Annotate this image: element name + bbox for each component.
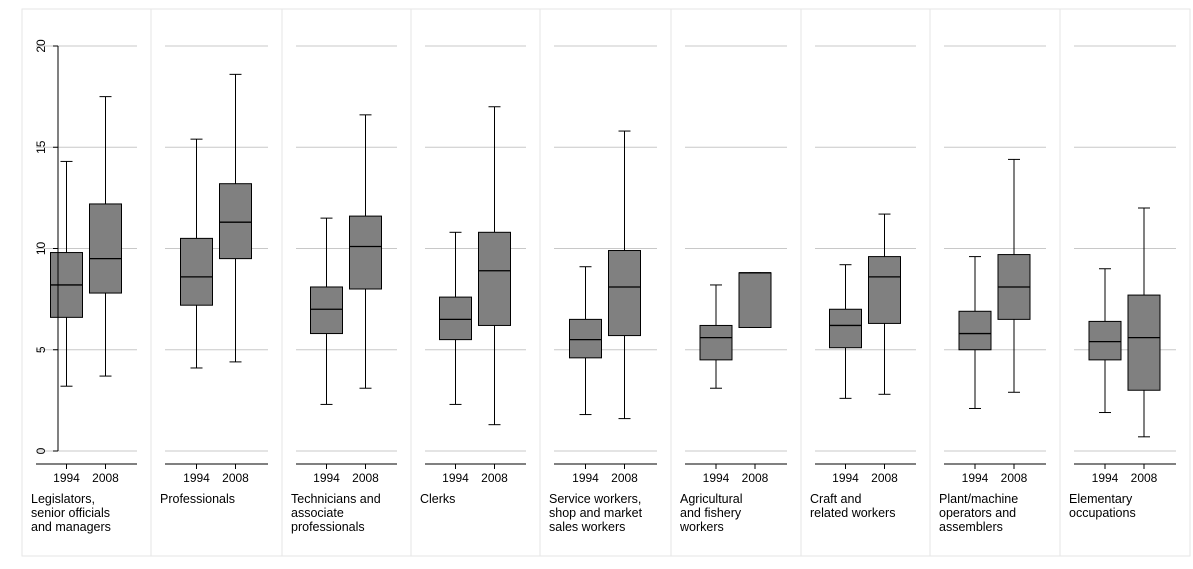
x-tick-label: 2008 xyxy=(481,471,508,485)
panel-6: 1994 2008 Agricultural and fishery workers xyxy=(670,8,802,557)
x-tick-label: 2008 xyxy=(742,471,769,485)
panel-1: 1994 2008 Legislators, senior officials and … xyxy=(21,8,152,557)
panel-label: Service workers, shop and market sales wor… xyxy=(549,492,643,534)
box-2008 xyxy=(738,272,772,328)
iqr-box xyxy=(89,203,122,294)
panel-label: Agricultural and fishery workers xyxy=(679,492,743,534)
x-tick-label: 2008 xyxy=(352,471,379,485)
panel-4: 1994 2008 Clerks xyxy=(410,8,541,557)
panel-7: 1994 2008 Craft and related workers xyxy=(800,8,931,557)
box-1994 xyxy=(1088,268,1122,414)
panel-frame xyxy=(670,8,802,557)
iqr-box xyxy=(958,310,992,351)
panel-label: Craft and related workers xyxy=(810,492,895,520)
box-1994 xyxy=(569,266,602,416)
box-1994 xyxy=(50,160,83,387)
panel-frame xyxy=(539,8,672,557)
x-tick-label: 2008 xyxy=(1131,471,1158,485)
iqr-box xyxy=(439,296,472,341)
y-tick-label: 5 xyxy=(34,346,48,353)
x-tick-label: 1994 xyxy=(832,471,859,485)
iqr-box xyxy=(219,183,252,260)
y-axis: 0 5 10 15 20 xyxy=(34,39,59,454)
x-tick-label: 1994 xyxy=(1092,471,1119,485)
panel-frame xyxy=(410,8,541,557)
x-tick-label: 2008 xyxy=(222,471,249,485)
iqr-box xyxy=(1088,320,1122,361)
panel-2: 1994 2008 Professionals xyxy=(150,8,283,557)
x-tick-label: 1994 xyxy=(442,471,469,485)
panel-frame xyxy=(21,8,152,557)
y-tick-label: 20 xyxy=(34,39,48,53)
panel-frame xyxy=(281,8,412,557)
panel-3: 1994 2008 Technicians and associate professi… xyxy=(281,8,412,557)
panel-label: Clerks xyxy=(420,492,455,506)
panel-label: Plant/machine operators and assemblers xyxy=(939,492,1018,534)
box-2008 xyxy=(1127,207,1161,438)
x-tick-label: 1994 xyxy=(572,471,599,485)
box-2008 xyxy=(478,106,511,426)
iqr-box xyxy=(608,250,641,337)
panel-label: Elementary occupations xyxy=(1069,492,1136,520)
iqr-box xyxy=(699,324,733,361)
y-tick-label: 10 xyxy=(34,242,48,256)
x-tick-label: 1994 xyxy=(53,471,80,485)
box-2008 xyxy=(868,213,901,395)
panel-frame xyxy=(929,8,1061,557)
box-1994 xyxy=(958,256,992,409)
iqr-box xyxy=(829,308,862,349)
panel-frame xyxy=(800,8,931,557)
iqr-box xyxy=(349,215,382,290)
iqr-box xyxy=(1127,294,1161,391)
x-tick-label: 1994 xyxy=(183,471,210,485)
box-2008 xyxy=(608,130,641,420)
box-1994 xyxy=(310,217,343,405)
box-1994 xyxy=(829,264,862,399)
iqr-box xyxy=(180,237,213,306)
iqr-box xyxy=(738,272,772,328)
x-tick-label: 1994 xyxy=(313,471,340,485)
panel-frame xyxy=(1059,8,1191,557)
box-1994 xyxy=(439,231,472,405)
panel-frame xyxy=(150,8,283,557)
x-tick-label: 2008 xyxy=(871,471,898,485)
box-2008 xyxy=(219,73,252,363)
panels-group: 1994 2008 Legislators, senior officials and … xyxy=(21,8,1191,557)
iqr-box xyxy=(478,231,511,326)
box-1994 xyxy=(180,138,213,369)
iqr-box xyxy=(868,256,901,324)
iqr-box xyxy=(569,318,602,359)
iqr-box xyxy=(310,286,343,335)
y-tick-label: 0 xyxy=(34,447,48,454)
panel-5: 1994 2008 Service workers, shop and market s… xyxy=(539,8,672,557)
panel-label: Technicians and associate professionals xyxy=(291,492,381,534)
x-tick-label: 1994 xyxy=(962,471,989,485)
panel-label: Legislators, senior officials and managers xyxy=(31,492,111,534)
panel-9: 1994 2008 Elementary occupations xyxy=(1059,8,1191,557)
y-tick-label: 15 xyxy=(34,140,48,154)
x-tick-label: 1994 xyxy=(703,471,730,485)
x-tick-label: 2008 xyxy=(1001,471,1028,485)
box-2008 xyxy=(89,96,122,377)
x-tick-label: 2008 xyxy=(92,471,119,485)
panel-8: 1994 2008 Plant/machine operators and assemb… xyxy=(929,8,1061,557)
x-tick-label: 2008 xyxy=(611,471,638,485)
box-2008 xyxy=(349,114,382,389)
panel-label: Professionals xyxy=(160,492,235,506)
box-2008 xyxy=(997,158,1031,393)
box-1994 xyxy=(699,284,733,389)
